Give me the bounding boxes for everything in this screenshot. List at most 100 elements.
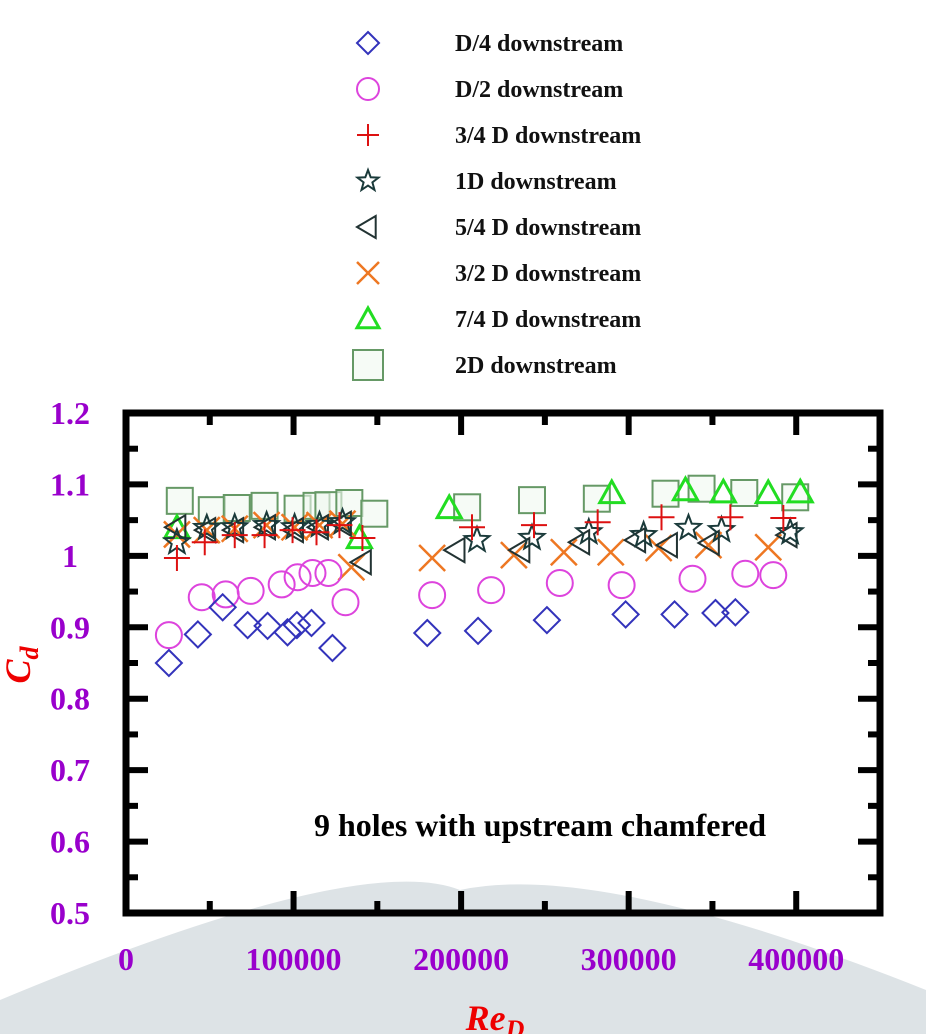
data-point bbox=[670, 475, 701, 502]
data-point bbox=[720, 597, 750, 627]
y-tick-label: 0.7 bbox=[50, 752, 90, 788]
legend-item: 7/4 D downstream bbox=[354, 304, 641, 333]
data-point bbox=[303, 519, 330, 546]
x-tick-label: 0 bbox=[118, 941, 134, 977]
data-point bbox=[314, 559, 343, 587]
data-point bbox=[418, 544, 447, 572]
data-point bbox=[222, 494, 251, 522]
series-0 bbox=[154, 592, 750, 678]
legend-marker-circle-icon bbox=[356, 77, 380, 101]
legend-item: 3/4 D downstream bbox=[357, 123, 641, 149]
data-point bbox=[596, 538, 625, 567]
data-point bbox=[282, 610, 312, 640]
y-tick-label: 0.8 bbox=[50, 681, 90, 717]
legend-label: 3/4 D downstream bbox=[455, 123, 641, 149]
watermark bbox=[0, 881, 926, 1034]
data-point bbox=[520, 512, 547, 539]
data-point bbox=[318, 633, 347, 663]
data-point bbox=[545, 569, 574, 597]
data-point bbox=[191, 529, 218, 556]
data-point bbox=[331, 588, 360, 617]
legend-marker-square-icon bbox=[352, 349, 384, 381]
data-point bbox=[236, 576, 265, 605]
data-point bbox=[517, 486, 546, 515]
plot-area bbox=[154, 474, 815, 678]
data-point bbox=[506, 536, 531, 564]
legend-item: 5/4 D downstream bbox=[355, 214, 641, 241]
legend-marker-star-icon bbox=[354, 167, 382, 193]
data-point bbox=[154, 648, 184, 678]
data-point bbox=[607, 571, 636, 600]
series-1 bbox=[154, 559, 788, 650]
data-point bbox=[532, 605, 562, 635]
data-point bbox=[453, 493, 482, 522]
y-tick-label: 1 bbox=[62, 538, 78, 574]
data-point bbox=[297, 608, 326, 638]
data-point bbox=[442, 536, 466, 564]
data-point bbox=[651, 479, 680, 508]
y-tick-label: 1.2 bbox=[50, 395, 90, 431]
y-tick-label: 1.1 bbox=[50, 466, 90, 502]
x-tick-label: 100000 bbox=[246, 941, 342, 977]
legend-label: 2D downstream bbox=[455, 353, 617, 379]
data-point bbox=[775, 516, 806, 546]
data-point bbox=[344, 522, 374, 550]
data-point bbox=[251, 509, 282, 539]
data-point bbox=[348, 548, 372, 577]
legend: D/4 downstream D/2 downstream 3/4 D downst… bbox=[352, 30, 641, 381]
data-point bbox=[696, 529, 720, 557]
data-point bbox=[251, 522, 278, 549]
data-point bbox=[648, 504, 675, 531]
data-point bbox=[628, 519, 659, 549]
data-point bbox=[253, 611, 282, 641]
x-tick-label: 300000 bbox=[581, 941, 677, 977]
data-point bbox=[233, 610, 263, 640]
x-tick-label: 400000 bbox=[748, 941, 844, 977]
data-point bbox=[360, 499, 389, 528]
data-point bbox=[183, 620, 213, 649]
series-2 bbox=[163, 504, 797, 571]
data-point bbox=[717, 504, 744, 531]
data-point bbox=[304, 509, 335, 539]
data-point bbox=[660, 600, 689, 629]
data-point bbox=[549, 538, 578, 567]
data-point bbox=[154, 621, 183, 650]
y-axis-title: Cd bbox=[0, 645, 44, 683]
legend-marker-triangle-up-icon bbox=[354, 304, 382, 330]
legend-label: 3/2 D downstream bbox=[455, 261, 641, 287]
legend-label: 7/4 D downstream bbox=[455, 307, 641, 333]
x-axis-title: ReD bbox=[465, 998, 525, 1034]
data-point bbox=[326, 512, 353, 539]
legend-item: D/2 downstream bbox=[356, 77, 623, 103]
legend-item: 3/2 D downstream bbox=[356, 261, 641, 287]
data-point bbox=[759, 561, 788, 590]
data-point bbox=[349, 525, 376, 551]
data-point bbox=[753, 477, 783, 505]
axes: 0 100000 200000 300000 400000 0.5 0.6 0.7 0.8 0.9… bbox=[50, 395, 884, 977]
legend-marker-triangle-left-icon bbox=[355, 214, 377, 240]
data-point bbox=[208, 592, 238, 622]
data-point bbox=[191, 512, 222, 541]
data-point bbox=[462, 524, 493, 554]
legend-marker-plus-icon bbox=[357, 124, 379, 146]
data-point bbox=[678, 564, 707, 593]
data-point bbox=[785, 477, 815, 504]
data-point bbox=[163, 545, 190, 571]
x-tick-label: 200000 bbox=[413, 941, 509, 977]
data-point bbox=[434, 492, 464, 520]
data-point bbox=[298, 559, 327, 587]
data-point bbox=[267, 570, 296, 599]
legend-label: 1D downstream bbox=[455, 169, 617, 195]
data-point bbox=[597, 477, 627, 505]
y-tick-label: 0.5 bbox=[50, 895, 90, 931]
data-point bbox=[584, 509, 611, 536]
data-point bbox=[566, 528, 591, 557]
data-point bbox=[708, 477, 738, 504]
data-point bbox=[477, 576, 506, 605]
series-6 bbox=[162, 475, 815, 550]
y-tick-label: 0.6 bbox=[50, 824, 90, 860]
data-point bbox=[165, 486, 194, 515]
data-point bbox=[418, 581, 447, 610]
data-point bbox=[701, 598, 730, 628]
legend-label: D/2 downstream bbox=[455, 77, 623, 103]
